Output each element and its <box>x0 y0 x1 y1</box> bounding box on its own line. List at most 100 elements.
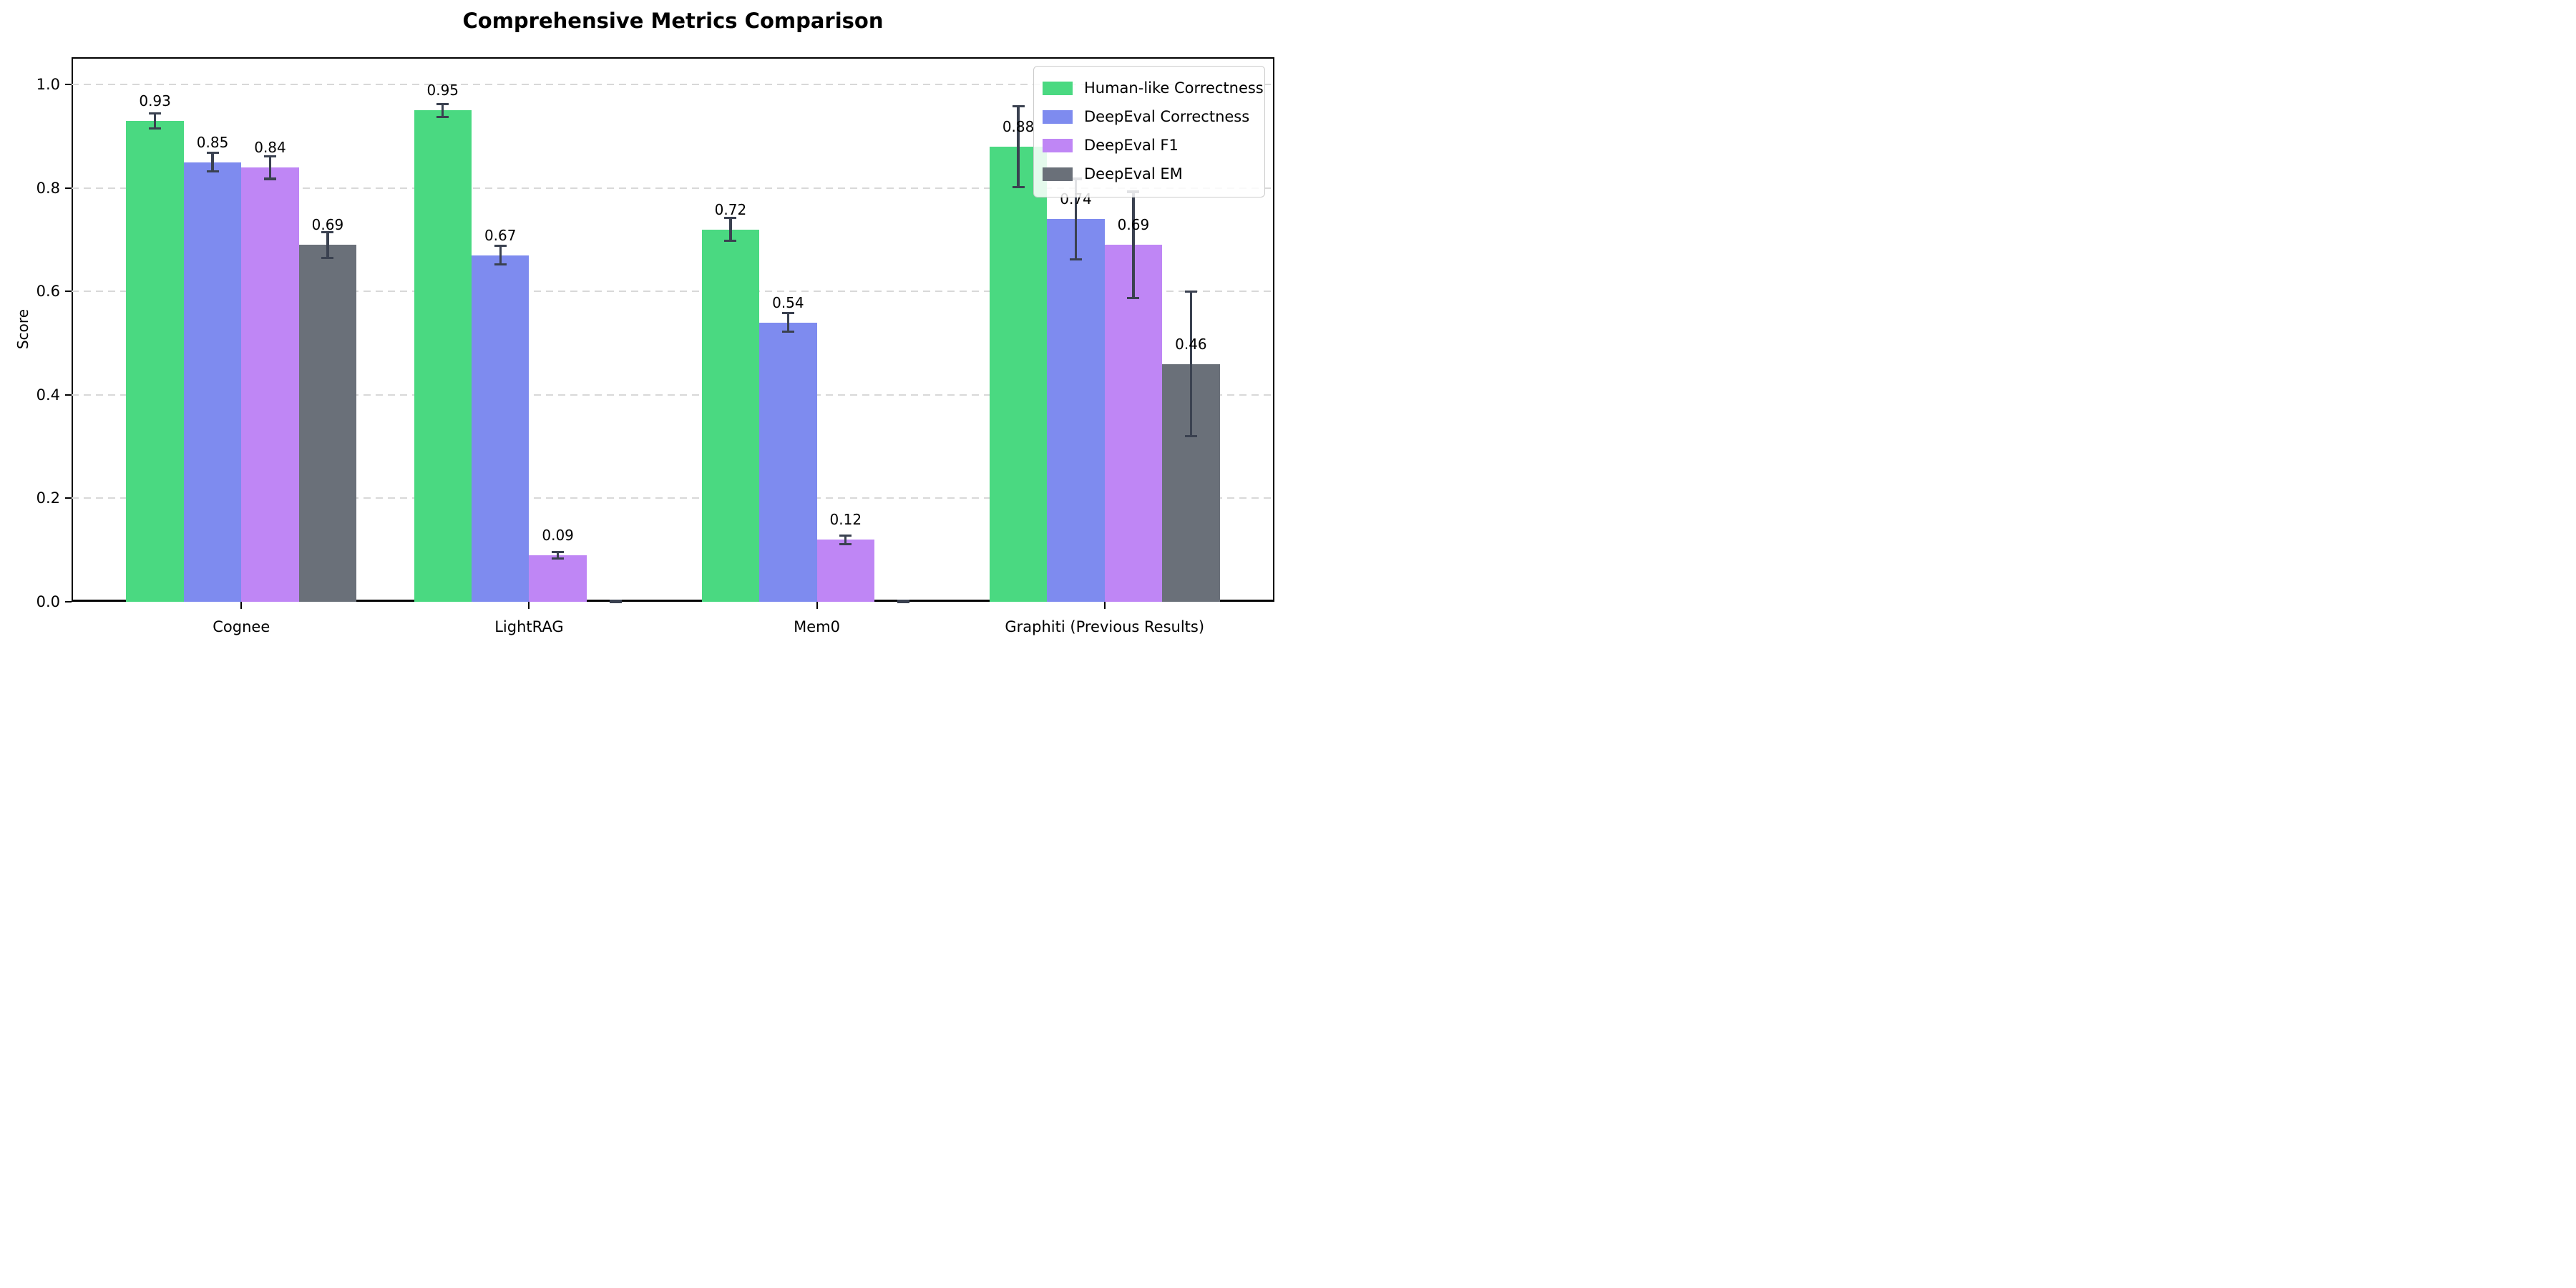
bar-value-label: 0.69 <box>311 216 344 234</box>
error-bar-line <box>211 152 214 172</box>
bar <box>471 255 530 602</box>
error-bar-line <box>441 104 444 117</box>
error-bar-line <box>557 552 560 559</box>
error-bar-cap-top <box>149 112 162 114</box>
y-tick-label: 0.0 <box>36 593 60 610</box>
error-bar-line <box>154 113 157 129</box>
error-bar-line <box>1132 191 1135 298</box>
bar <box>529 555 587 602</box>
gridline <box>72 497 1274 499</box>
x-tick-label: Cognee <box>213 618 270 635</box>
bar <box>816 540 874 602</box>
bar-value-label: 0.67 <box>484 226 517 244</box>
legend-swatch <box>1043 109 1073 124</box>
error-bar-line <box>1074 178 1078 260</box>
error-bar-cap-bottom <box>724 240 737 243</box>
error-bar-line <box>268 156 272 179</box>
legend-item: DeepEval EM <box>1043 160 1256 188</box>
error-bar-line <box>1189 291 1192 436</box>
error-bar-cap-bottom <box>149 127 162 130</box>
legend-item: Human-like Correctness <box>1043 74 1264 102</box>
bar <box>701 229 760 602</box>
error-bar-line <box>1017 106 1020 187</box>
error-bar-cap-bottom <box>321 256 334 260</box>
error-bar-cap-bottom <box>839 542 852 545</box>
bar <box>1047 219 1105 602</box>
bar-value-label: 0.93 <box>139 92 171 109</box>
error-bar-cap-bottom <box>263 177 276 180</box>
bar <box>126 120 184 602</box>
error-bar-cap-bottom <box>1012 185 1025 189</box>
y-tick-label: 1.0 <box>36 76 60 94</box>
error-bar-cap-top <box>724 217 737 220</box>
y-tick-label: 0.4 <box>36 386 60 404</box>
error-bar-cap-top <box>781 312 794 315</box>
x-tick-label: LightRAG <box>494 618 564 635</box>
legend-item: DeepEval F1 <box>1043 131 1256 160</box>
legend-swatch <box>1043 81 1073 95</box>
bar <box>1104 245 1163 602</box>
error-bar-line <box>844 535 847 545</box>
error-bar-line <box>326 232 329 258</box>
plot-area <box>72 57 1274 602</box>
legend-label: DeepEval EM <box>1084 165 1183 182</box>
error-bar-cap-bottom <box>1070 258 1082 261</box>
error-bar-cap-top <box>321 230 334 233</box>
bar-chart-figure: Comprehensive Metrics Comparison Score 0… <box>0 0 1288 644</box>
error-bar-cap-bottom <box>1127 297 1140 300</box>
y-tick-label: 0.6 <box>36 283 60 301</box>
error-bar-line <box>499 245 502 265</box>
bar-value-label: 0.84 <box>254 138 286 156</box>
gridline <box>72 291 1274 293</box>
error-bar-cap-top <box>1184 290 1197 293</box>
y-tick-label: 0.2 <box>36 489 60 507</box>
chart-title: Comprehensive Metrics Comparison <box>462 9 884 33</box>
legend-label: DeepEval Correctness <box>1084 108 1250 125</box>
y-tick-mark <box>65 84 72 86</box>
legend-label: Human-like Correctness <box>1084 79 1264 97</box>
bar <box>183 162 242 602</box>
error-bar-cap-top <box>552 551 565 554</box>
bar-value-label: 0.12 <box>829 511 862 529</box>
error-bar-cap-bottom <box>206 170 219 173</box>
bar <box>241 167 299 602</box>
x-tick-mark <box>816 602 818 609</box>
error-bar-cap-top <box>263 155 276 157</box>
error-bar-cap-bottom <box>436 115 449 118</box>
y-tick-mark <box>65 394 72 396</box>
y-tick-mark <box>65 291 72 293</box>
error-bar-cap-bottom <box>897 600 909 603</box>
bar-value-label: 0.85 <box>196 133 229 151</box>
x-tick-label: Mem0 <box>794 618 840 635</box>
bar-value-label: 0.95 <box>426 82 459 99</box>
bar <box>989 147 1048 602</box>
y-tick-label: 0.8 <box>36 179 60 197</box>
error-bar-cap-top <box>1012 105 1025 108</box>
bar-value-label: 0.09 <box>542 526 574 544</box>
error-bar-cap-bottom <box>494 263 507 266</box>
bar-value-label: 0.88 <box>1002 118 1035 136</box>
legend-swatch <box>1043 138 1073 152</box>
legend-label: DeepEval F1 <box>1084 137 1179 154</box>
bar-value-label: 0.72 <box>714 200 747 218</box>
bar <box>298 245 357 602</box>
error-bar-cap-bottom <box>552 557 565 560</box>
bar-value-label: 0.69 <box>1117 216 1150 234</box>
error-bar-cap-bottom <box>609 600 622 603</box>
bar-value-label: 0.46 <box>1175 335 1207 353</box>
error-bar-cap-top <box>839 534 852 537</box>
gridline <box>72 394 1274 396</box>
y-tick-mark <box>65 601 72 602</box>
error-bar-cap-top <box>206 152 219 155</box>
x-tick-mark <box>1103 602 1106 609</box>
error-bar-cap-top <box>436 103 449 106</box>
gridline <box>72 187 1274 189</box>
error-bar-cap-bottom <box>1184 435 1197 438</box>
error-bar-line <box>786 313 789 332</box>
gridline <box>72 84 1274 86</box>
bar <box>759 322 817 602</box>
x-tick-label: Graphiti (Previous Results) <box>1005 618 1205 635</box>
error-bar-line <box>729 218 732 241</box>
bar-value-label: 0.54 <box>772 293 804 311</box>
bar <box>414 110 472 602</box>
